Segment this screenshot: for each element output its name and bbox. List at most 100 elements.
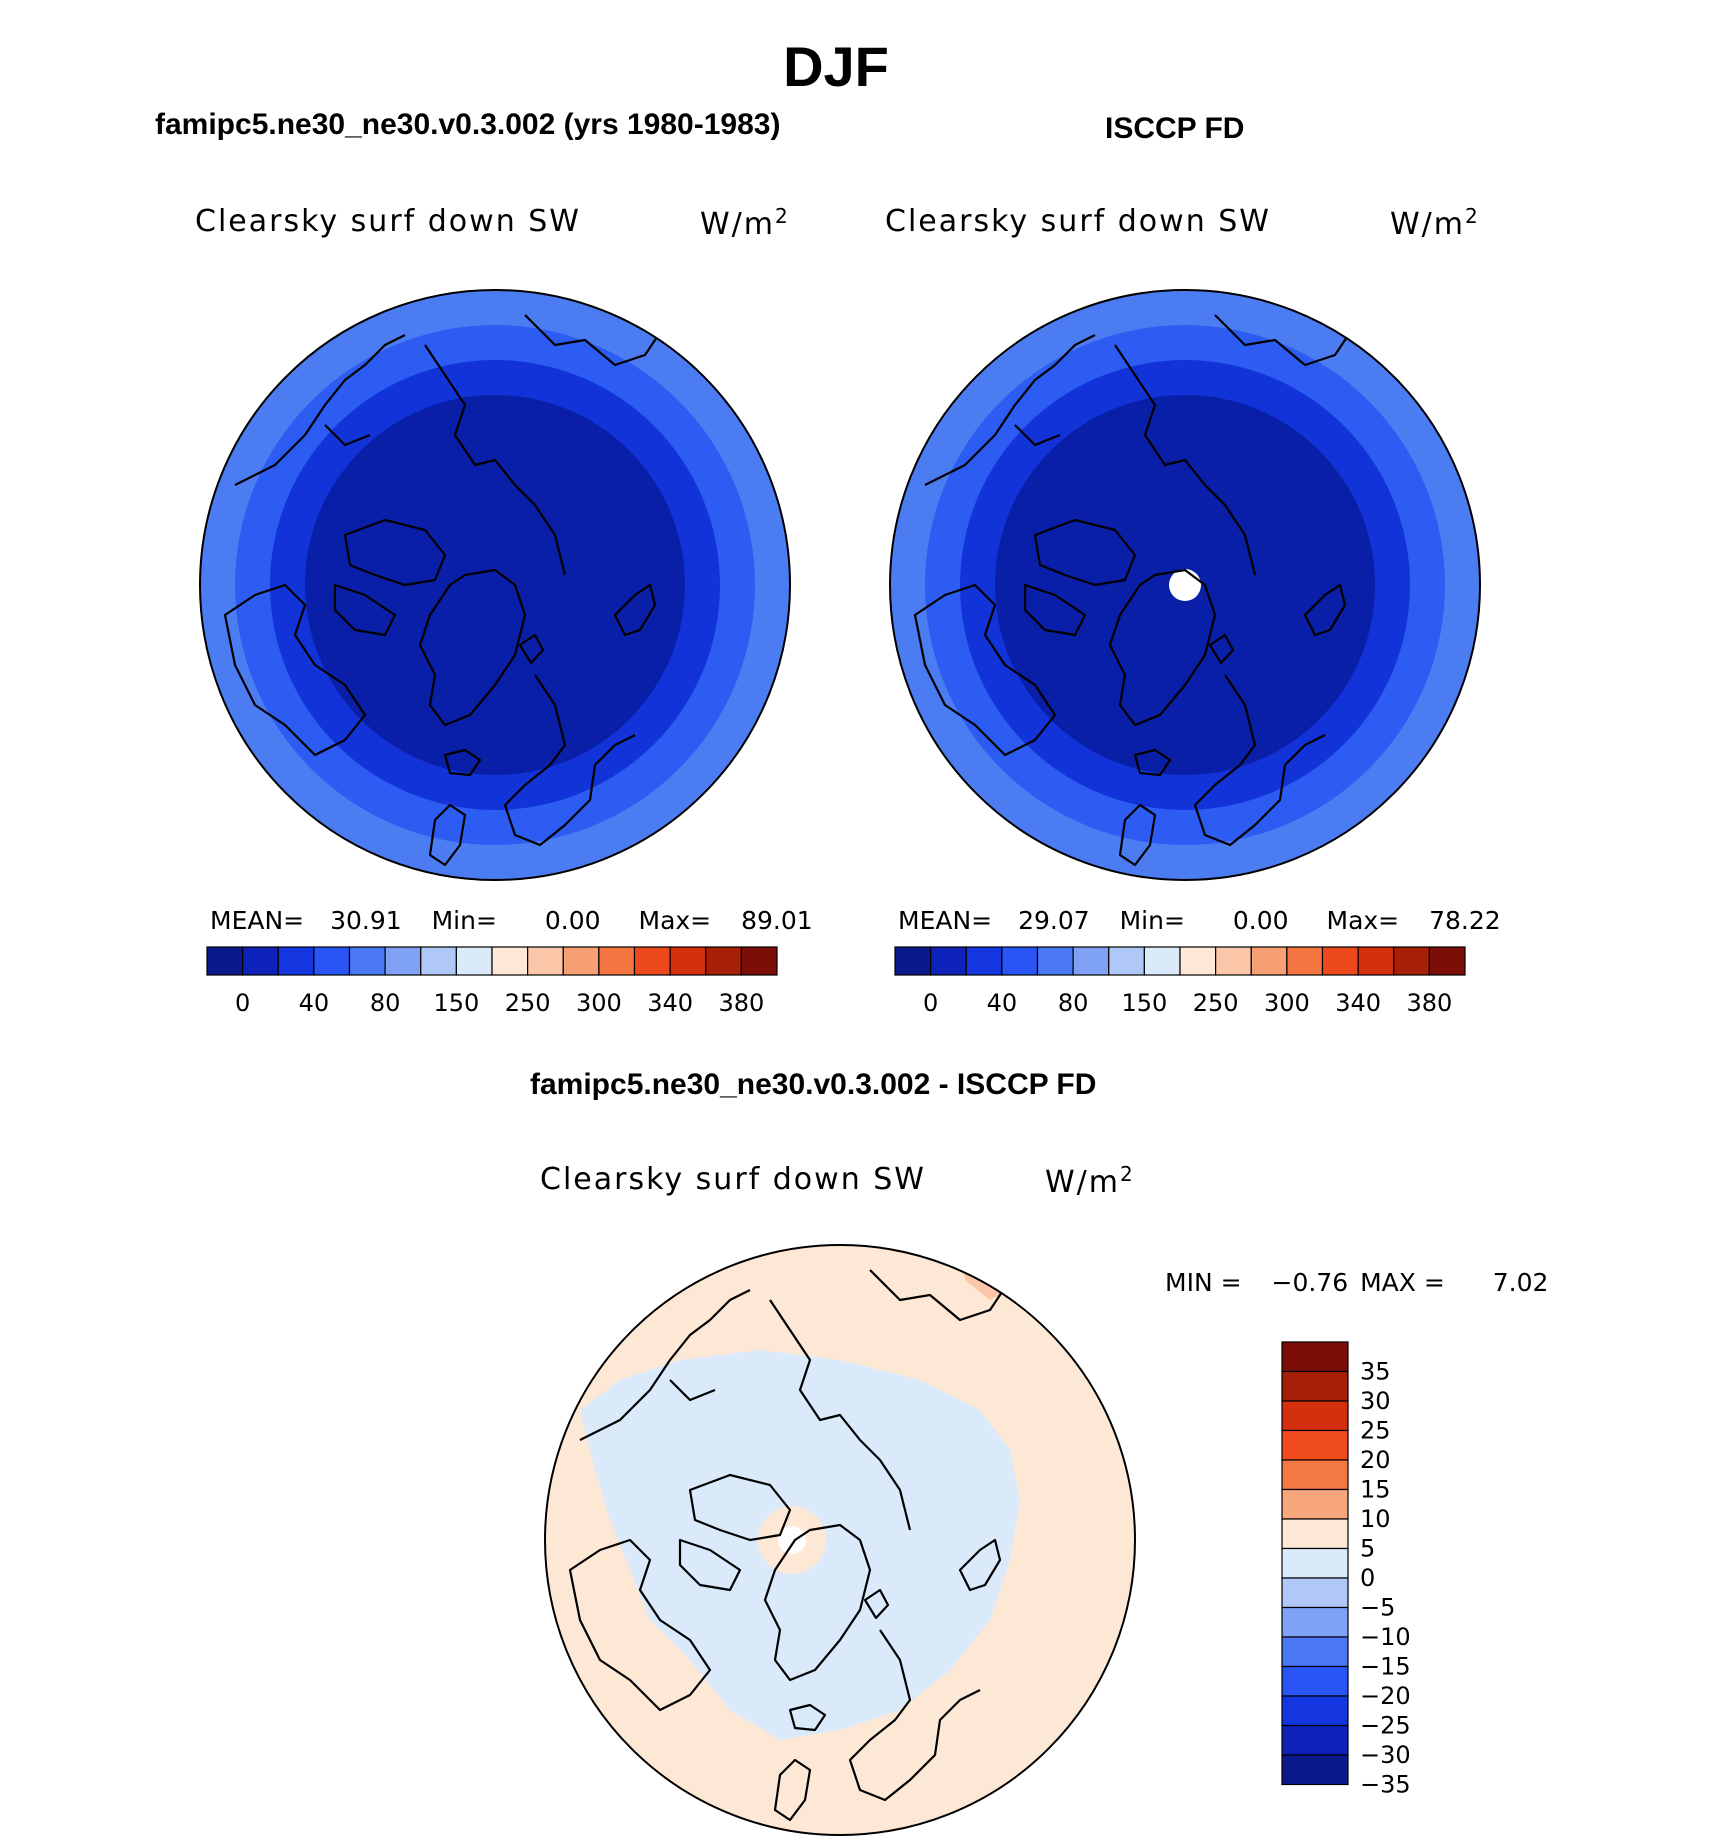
colorbar-swatch <box>740 946 778 976</box>
panel-2-units-base: W/m <box>1390 207 1465 242</box>
colorbar-tick-label: 340 <box>647 989 693 1017</box>
panel-2-variable-label: Clearsky surf down SW <box>885 204 1271 239</box>
panel-2-title: ISCCP FD <box>1105 112 1245 145</box>
colorbar-tick-label: 380 <box>718 989 764 1017</box>
panel-2-max-label: Max= <box>1326 906 1400 935</box>
colorbar-tick-label: −30 <box>1360 1741 1411 1769</box>
colorbar-swatch <box>633 946 671 976</box>
coastline <box>1023 583 1087 637</box>
colorbar-tick-label: 35 <box>1360 1358 1391 1386</box>
coastline <box>1118 803 1157 867</box>
panel-1-units-exp: 2 <box>775 204 790 228</box>
coastline <box>503 674 636 847</box>
coastline <box>763 1523 872 1682</box>
coastline <box>688 1473 792 1542</box>
coastline <box>1208 633 1235 665</box>
colorbar-swatch <box>1215 946 1252 976</box>
colorbar-observation: 0 40 80 150 250 300 340 380 <box>894 946 1466 1017</box>
map-contour-band <box>305 395 685 775</box>
coastline <box>568 1538 712 1712</box>
coastline <box>1193 674 1326 847</box>
colorbar-tick-label: 40 <box>299 989 330 1017</box>
colorbar-tick-label: 5 <box>1360 1535 1375 1563</box>
colorbar-tick-label: 10 <box>1360 1505 1391 1533</box>
coastline <box>343 518 447 587</box>
colorbar-swatch <box>965 946 1003 976</box>
colorbar-swatch <box>277 946 315 976</box>
difference-variable-label: Clearsky surf down SW <box>540 1162 926 1197</box>
colorbar-tick-label: −15 <box>1360 1653 1411 1681</box>
colorbar-swatch <box>894 946 932 976</box>
colorbar-tick-label: −5 <box>1360 1594 1395 1622</box>
polar-map-observation <box>889 289 1481 881</box>
panel-1-min-label: Min= <box>431 906 497 935</box>
difference-min-label: MIN = <box>1165 1268 1242 1297</box>
colorbar-swatch <box>1281 1518 1349 1550</box>
map-boundary <box>544 1244 1136 1836</box>
colorbar-swatch <box>1357 946 1395 976</box>
colorbar-tick-label: −10 <box>1360 1623 1411 1651</box>
colorbar-tick-label: −35 <box>1360 1771 1411 1799</box>
coastline <box>924 334 1096 486</box>
colorbar-swatch <box>1281 1665 1349 1697</box>
difference-max-label: MAX = <box>1360 1268 1445 1297</box>
polar-map-difference <box>544 1244 1136 1836</box>
colorbar-tick-label: 150 <box>433 989 479 1017</box>
colorbar-tick-label: 80 <box>370 989 401 1017</box>
difference-units-exp: 2 <box>1120 1162 1135 1186</box>
panel-1-max-label: Max= <box>638 906 712 935</box>
colorbar-swatch <box>1428 946 1466 976</box>
polar-map-model <box>199 289 791 881</box>
colorbar-swatch <box>420 946 457 976</box>
colorbar-swatch <box>1393 946 1430 976</box>
coastline <box>769 1299 912 1531</box>
colorbar-swatch <box>705 946 742 976</box>
panel-2-stats: MEAN= 29.07 Min= 0.00 Max= 78.22 <box>898 906 1501 935</box>
colorbar-tick-label: 250 <box>505 989 551 1017</box>
coastline <box>518 633 545 665</box>
colorbar-swatch <box>1286 946 1324 976</box>
colorbar-swatch <box>1281 1754 1349 1786</box>
colorbar-tick-label: 0 <box>1360 1564 1375 1592</box>
coastline <box>443 748 482 777</box>
colorbar-swatch <box>1001 946 1039 976</box>
page-title: DJF <box>783 35 889 98</box>
colorbar-swatch <box>1281 1429 1349 1461</box>
difference-min-value: −0.76 <box>1271 1268 1349 1297</box>
colorbar-swatch <box>669 946 707 976</box>
colorbar-model: 0 40 80 150 250 300 340 380 <box>206 946 778 1017</box>
missing-data-pole <box>778 1526 806 1554</box>
panel-2-max-value: 78.22 <box>1429 906 1501 935</box>
colorbar-swatch <box>491 946 529 976</box>
colorbar-tick-label: 15 <box>1360 1476 1391 1504</box>
colorbar-tick-label: 25 <box>1360 1417 1391 1445</box>
panel-2-mean-label: MEAN= <box>898 906 993 935</box>
panel-1-title: famipc5.ne30_ne30.v0.3.002 (yrs 1980-198… <box>155 108 781 141</box>
coastline <box>333 583 397 637</box>
coastline <box>1033 518 1137 587</box>
colorbar-swatch <box>598 946 636 976</box>
colorbar-tick-label: 0 <box>923 989 938 1017</box>
colorbar-swatch <box>313 946 351 976</box>
colorbar-swatch <box>1108 946 1145 976</box>
coastline <box>428 803 467 867</box>
panel-1-min-value: 0.00 <box>544 906 601 935</box>
colorbar-swatch <box>1281 1577 1349 1609</box>
colorbar-swatch <box>384 946 422 976</box>
coastline <box>1114 344 1257 576</box>
colorbar-swatch <box>1281 1724 1349 1756</box>
coastline <box>613 583 657 637</box>
coastline <box>234 334 406 486</box>
coastline <box>773 1758 812 1822</box>
colorbar-swatch <box>1143 946 1181 976</box>
colorbar-swatch <box>1281 1636 1349 1668</box>
colorbar-swatch <box>1179 946 1217 976</box>
colorbar-tick-label: −25 <box>1360 1712 1411 1740</box>
coastline <box>863 1588 890 1620</box>
difference-units-base: W/m <box>1045 1165 1120 1200</box>
panel-1-stats: MEAN= 30.91 Min= 0.00 Max= 89.01 <box>210 906 813 935</box>
panel-2-min-label: Min= <box>1119 906 1185 935</box>
coastline <box>424 344 567 576</box>
coastline <box>1133 748 1172 777</box>
